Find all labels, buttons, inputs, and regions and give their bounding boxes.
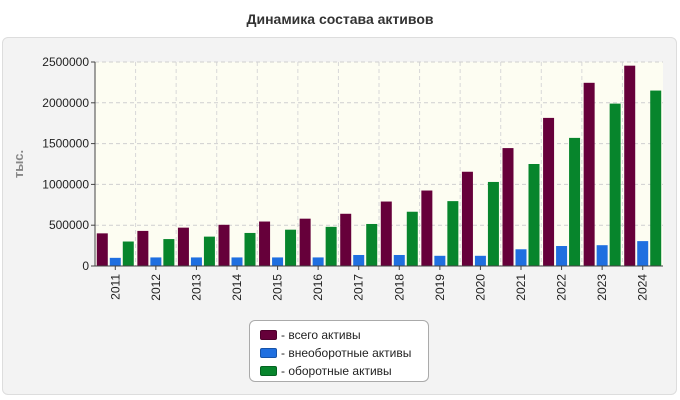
legend-label-noncurrent: - внеоборотные активы: [281, 346, 412, 360]
y-tick-label: 1500000: [42, 137, 89, 151]
bar-noncurrent-assets-2024: [637, 241, 649, 266]
bar-current-assets-2019: [447, 201, 459, 266]
legend-item-total: - всего активы: [260, 326, 428, 344]
bar-current-assets-2020: [487, 181, 499, 266]
bar-total-assets-2024: [624, 65, 636, 266]
bar-noncurrent-assets-2011: [109, 257, 121, 266]
bar-noncurrent-assets-2013: [190, 257, 202, 266]
bar-total-assets-2015: [259, 221, 271, 266]
bar-total-assets-2020: [461, 171, 473, 266]
bar-current-assets-2014: [244, 232, 256, 266]
x-tick-label-2016: 2016: [311, 274, 325, 301]
bar-noncurrent-assets-2018: [393, 254, 405, 266]
bar-total-assets-2022: [543, 117, 555, 267]
x-tick-label-2011: 2011: [108, 274, 122, 300]
y-axis-label: тыс.: [11, 150, 26, 178]
x-tick-label-2021: 2021: [514, 274, 528, 301]
legend-label-current: - оборотные активы: [281, 364, 392, 378]
bar-current-assets-2022: [569, 137, 581, 266]
legend-label-total: - всего активы: [281, 328, 361, 342]
bar-total-assets-2023: [583, 82, 595, 266]
bar-current-assets-2018: [406, 211, 418, 266]
bar-current-assets-2024: [650, 90, 662, 266]
x-tick-label-2023: 2023: [595, 274, 609, 301]
bar-noncurrent-assets-2017: [353, 254, 365, 266]
y-tick-labels: 0 500000 1000000 1500000 2000000 2500000: [42, 55, 95, 273]
x-tick-label-2015: 2015: [271, 274, 285, 301]
bar-current-assets-2011: [122, 241, 134, 266]
bar-noncurrent-assets-2022: [556, 246, 568, 266]
x-tick-label-2022: 2022: [555, 274, 569, 301]
x-tick-label-2013: 2013: [189, 274, 203, 301]
x-tick-label-2017: 2017: [352, 274, 366, 301]
bar-total-assets-2013: [177, 227, 189, 266]
bar-noncurrent-assets-2020: [474, 255, 486, 266]
x-tick-label-2014: 2014: [230, 274, 244, 301]
y-tick-label: 1000000: [42, 177, 89, 191]
legend-swatch-current: [260, 366, 277, 376]
bar-noncurrent-assets-2023: [596, 245, 608, 266]
bar-noncurrent-assets-2016: [312, 257, 324, 266]
bar-current-assets-2012: [163, 239, 175, 266]
bar-total-assets-2021: [502, 148, 514, 266]
bar-current-assets-2013: [203, 236, 215, 266]
bar-noncurrent-assets-2012: [150, 257, 162, 266]
bar-total-assets-2018: [380, 201, 392, 266]
bar-noncurrent-assets-2015: [272, 257, 284, 266]
bar-current-assets-2023: [609, 103, 621, 266]
bar-total-assets-2011: [96, 233, 108, 266]
vertical-gridlines: [135, 62, 623, 266]
horizontal-gridlines: [95, 61, 663, 226]
x-tick-label-2012: 2012: [149, 274, 163, 301]
x-tick-label-2024: 2024: [636, 274, 650, 301]
bar-total-assets-2017: [340, 213, 352, 266]
x-tick-label-2019: 2019: [433, 274, 447, 301]
y-tick-label: 500000: [49, 218, 89, 232]
bar-total-assets-2014: [218, 224, 230, 266]
y-tick-label: 2500000: [42, 55, 89, 69]
bar-noncurrent-assets-2019: [434, 255, 446, 266]
bar-total-assets-2019: [421, 190, 433, 266]
bar-noncurrent-assets-2014: [231, 257, 243, 266]
x-tick-label-2018: 2018: [392, 274, 406, 301]
bar-current-assets-2016: [325, 226, 337, 266]
bar-current-assets-2017: [366, 223, 378, 266]
legend-swatch-total: [260, 330, 277, 340]
legend: - всего активы - внеоборотные активы - о…: [249, 320, 429, 382]
legend-item-current: - оборотные активы: [260, 362, 428, 380]
legend-item-noncurrent: - внеоборотные активы: [260, 344, 428, 362]
bar-total-assets-2012: [137, 230, 149, 266]
bar-current-assets-2021: [528, 164, 540, 266]
x-tick-label-2020: 2020: [473, 274, 487, 301]
y-tick-label: 2000000: [42, 96, 89, 110]
y-tick-label: 0: [82, 259, 89, 273]
bar-noncurrent-assets-2021: [515, 249, 527, 266]
bar-total-assets-2016: [299, 218, 311, 266]
legend-swatch-noncurrent: [260, 348, 277, 358]
bar-current-assets-2015: [285, 229, 297, 266]
x-tick-labels: 2011 2012 2013 2014 2015 2016 2017 2018 2019 2020…: [108, 266, 650, 301]
chart-title: Динамика состава активов: [246, 11, 434, 27]
bars: [96, 65, 662, 267]
